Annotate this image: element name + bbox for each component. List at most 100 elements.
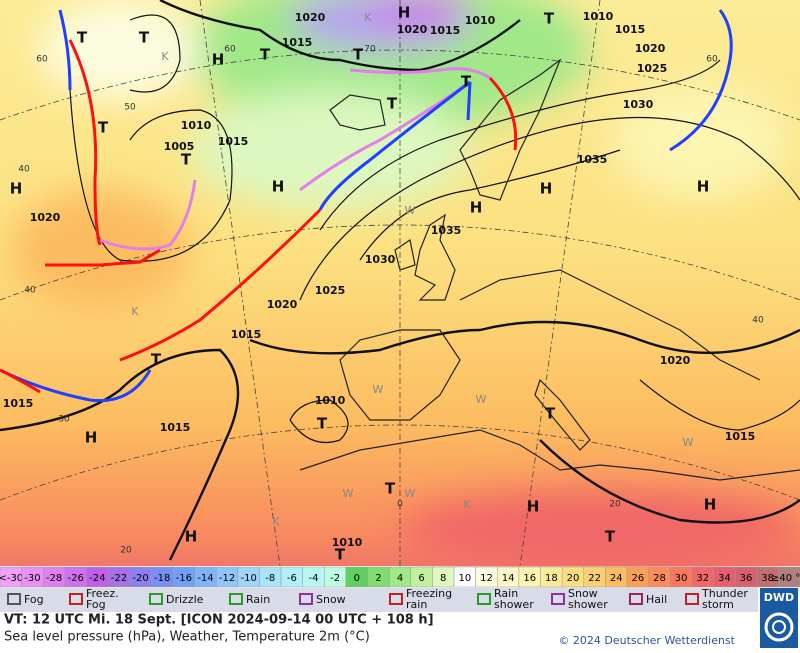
isobar-label: 1025 [315, 284, 346, 297]
scale-label: 30 [675, 573, 688, 584]
high-pressure: H [85, 429, 98, 447]
legend-icon [629, 593, 643, 605]
low-pressure: T [260, 46, 271, 64]
legend-label: Thunder storm [701, 587, 748, 611]
isobar-label: 1015 [160, 421, 191, 434]
low-pressure: T [605, 528, 616, 546]
high-pressure: H [527, 498, 540, 516]
legend-label: Freez. Fog [86, 587, 119, 611]
isobar-label: 1010 [465, 14, 496, 27]
scale-label: -20 [132, 573, 148, 584]
grid-label: 60 [36, 55, 48, 65]
scale-label: -14 [197, 573, 213, 584]
scale-label: ≥40 °C [771, 573, 800, 584]
isobar-label: 1030 [365, 253, 396, 266]
scale-label: -26 [68, 573, 84, 584]
isobar-label: 1030 [623, 98, 654, 111]
grid-label: 50 [124, 103, 136, 113]
weather-legend: Fog Freez. Fog Drizzle Rain Snow Freezing rain R… [0, 587, 758, 612]
scale-label: 6 [418, 573, 424, 584]
legend-label: Hail [646, 593, 667, 606]
low-pressure: T [544, 10, 555, 28]
high-pressure: H [185, 528, 198, 546]
isobar-label: 1010 [315, 394, 346, 407]
air-mass-mark: K [161, 50, 169, 63]
isobar-label: 1010 [332, 536, 363, 549]
scale-label: -8 [265, 573, 275, 584]
air-mass-mark: K [131, 305, 139, 318]
grid-label: 40 [24, 286, 36, 296]
scale-label: -4 [309, 573, 319, 584]
low-pressure: T [335, 546, 346, 564]
grid-label: 40 [752, 316, 764, 326]
scale-label: -12 [219, 573, 235, 584]
legend-icon [229, 593, 243, 605]
scale-label: <-30 [0, 573, 23, 584]
scale-label: -16 [176, 573, 192, 584]
scale-label: 8 [440, 573, 446, 584]
low-pressure: T [181, 151, 192, 169]
isobar-label: 1020 [30, 211, 61, 224]
logo-text: DWD [764, 591, 794, 604]
legend-label: Rain [246, 593, 270, 606]
scale-label: 26 [631, 573, 644, 584]
isobar-label: 1015 [615, 23, 646, 36]
low-pressure: T [385, 480, 396, 498]
air-mass-mark: W [405, 487, 416, 500]
valid-time: VT: 12 UTC Mi. 18 Sept. [ICON 2024-09-14… [4, 613, 434, 628]
scale-label: 38 [761, 573, 774, 584]
scale-label: 36 [740, 573, 753, 584]
legend-label: Snow [316, 593, 346, 606]
high-pressure: H [470, 199, 483, 217]
isobar-label: 1015 [231, 328, 262, 341]
grid-label: 40 [18, 165, 30, 175]
footer-background [0, 612, 800, 653]
legend-icon [685, 593, 699, 605]
isobar-label: 1020 [267, 298, 298, 311]
scale-label: -10 [240, 573, 256, 584]
scale-label: 28 [653, 573, 666, 584]
isobar-label: 1015 [3, 397, 34, 410]
scale-label: 0 [354, 573, 360, 584]
legend-icon [551, 593, 565, 605]
scale-label: 34 [718, 573, 731, 584]
grid-label: 20 [120, 546, 132, 556]
scale-label: -28 [46, 573, 62, 584]
isobar-label: 1010 [583, 10, 614, 23]
low-pressure: T [353, 46, 364, 64]
isobar-label: 1035 [577, 153, 608, 166]
high-pressure: H [398, 4, 411, 22]
description: Sea level pressure (hPa), Weather, Tempe… [4, 630, 370, 645]
low-pressure: T [317, 415, 328, 433]
high-pressure: H [272, 178, 285, 196]
isobar-label: 1025 [637, 62, 668, 75]
scale-label: -6 [287, 573, 297, 584]
isobar-label: 1015 [725, 430, 756, 443]
scale-label: 12 [480, 573, 493, 584]
high-pressure: H [704, 496, 717, 514]
scale-label: 16 [523, 573, 536, 584]
grid-label: 60 [224, 45, 236, 55]
legend-label: Freezing rain [406, 587, 452, 611]
grid-label: 70 [364, 45, 376, 55]
low-pressure: T [139, 29, 150, 47]
legend-label: Drizzle [166, 593, 204, 606]
scale-label: 18 [545, 573, 558, 584]
scale-label: 22 [588, 573, 601, 584]
legend-icon [69, 593, 83, 605]
air-mass-mark: K [463, 498, 471, 511]
isobar-label: 1020 [397, 23, 428, 36]
scale-label: 10 [458, 573, 471, 584]
temperature-scale: <-30 -30 -28 -26 -24 -22 -20 -18 -16 -14 -12 -10 -8-… [0, 566, 800, 588]
scale-label: -2 [330, 573, 340, 584]
scale-label: -18 [154, 573, 170, 584]
air-mass-mark: K [272, 515, 280, 528]
legend-icon [7, 593, 21, 605]
air-mass-mark: W [405, 204, 416, 217]
scale-label: 32 [696, 573, 709, 584]
copyright: © 2024 Deutscher Wetterdienst [558, 634, 735, 647]
legend-icon [477, 593, 491, 605]
low-pressure: T [461, 73, 472, 91]
